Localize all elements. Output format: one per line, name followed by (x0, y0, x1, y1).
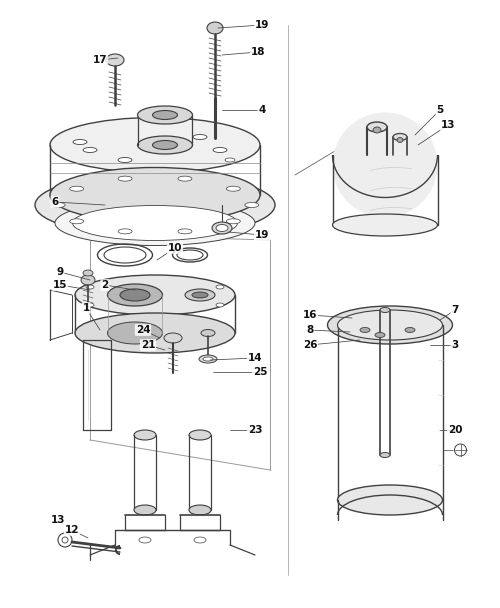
Ellipse shape (178, 229, 192, 234)
Text: 14: 14 (248, 353, 262, 363)
Text: 2: 2 (102, 280, 108, 290)
Ellipse shape (375, 333, 385, 337)
Ellipse shape (108, 322, 162, 344)
Ellipse shape (226, 186, 240, 191)
Ellipse shape (152, 111, 178, 120)
Text: 21: 21 (141, 340, 155, 350)
Ellipse shape (178, 176, 192, 181)
Ellipse shape (70, 186, 84, 191)
Text: 10: 10 (168, 243, 182, 253)
Ellipse shape (134, 505, 156, 515)
Text: 12: 12 (65, 525, 79, 535)
Ellipse shape (51, 202, 65, 207)
Ellipse shape (380, 308, 390, 313)
Ellipse shape (86, 303, 94, 307)
Ellipse shape (367, 122, 387, 132)
Ellipse shape (225, 158, 235, 162)
Text: 3: 3 (452, 340, 458, 350)
Text: 19: 19 (255, 20, 269, 30)
Ellipse shape (194, 537, 206, 543)
Ellipse shape (213, 148, 227, 153)
Text: 13: 13 (441, 120, 455, 130)
Text: 4: 4 (258, 105, 266, 115)
Ellipse shape (393, 134, 407, 140)
Text: 24: 24 (136, 325, 150, 335)
Ellipse shape (50, 117, 260, 173)
Ellipse shape (164, 333, 182, 343)
Ellipse shape (192, 292, 208, 298)
Ellipse shape (373, 127, 381, 133)
Ellipse shape (360, 328, 370, 333)
Ellipse shape (50, 167, 260, 223)
Ellipse shape (118, 157, 132, 162)
Ellipse shape (83, 270, 93, 276)
Ellipse shape (216, 303, 224, 307)
Ellipse shape (245, 202, 259, 207)
Ellipse shape (72, 206, 237, 241)
Ellipse shape (189, 430, 211, 440)
Ellipse shape (75, 313, 235, 353)
Text: 26: 26 (303, 340, 318, 350)
Ellipse shape (207, 22, 223, 34)
Ellipse shape (108, 284, 162, 306)
Ellipse shape (216, 285, 224, 289)
Ellipse shape (81, 275, 95, 285)
Ellipse shape (332, 112, 438, 218)
Text: 18: 18 (251, 47, 265, 57)
Ellipse shape (35, 173, 275, 237)
Ellipse shape (185, 289, 215, 301)
Text: 13: 13 (51, 515, 65, 525)
Ellipse shape (106, 54, 124, 66)
Ellipse shape (83, 148, 97, 153)
Ellipse shape (118, 229, 132, 234)
Ellipse shape (380, 452, 390, 457)
Ellipse shape (138, 136, 192, 154)
Text: 7: 7 (452, 305, 458, 315)
Ellipse shape (201, 330, 215, 336)
Text: 9: 9 (56, 267, 64, 277)
Ellipse shape (118, 176, 132, 181)
Ellipse shape (203, 357, 213, 361)
Text: 8: 8 (306, 325, 314, 335)
Ellipse shape (70, 219, 84, 224)
Ellipse shape (212, 222, 232, 234)
Ellipse shape (216, 224, 228, 232)
Ellipse shape (199, 355, 217, 363)
Ellipse shape (332, 214, 438, 236)
Ellipse shape (120, 289, 150, 301)
Text: 23: 23 (248, 425, 262, 435)
Ellipse shape (405, 328, 415, 333)
Ellipse shape (86, 285, 94, 289)
Text: 15: 15 (53, 280, 67, 290)
Text: 6: 6 (52, 197, 59, 207)
Ellipse shape (177, 250, 203, 260)
Ellipse shape (139, 537, 151, 543)
Text: 16: 16 (303, 310, 318, 320)
Ellipse shape (397, 137, 403, 142)
Ellipse shape (134, 430, 156, 440)
Text: 5: 5 (436, 105, 444, 115)
Text: 1: 1 (82, 303, 89, 313)
Text: 17: 17 (92, 55, 108, 65)
Ellipse shape (75, 275, 235, 315)
Ellipse shape (338, 485, 442, 515)
Ellipse shape (328, 306, 452, 344)
Ellipse shape (55, 201, 255, 246)
Ellipse shape (226, 219, 240, 224)
Ellipse shape (104, 247, 146, 263)
Ellipse shape (193, 134, 207, 139)
Ellipse shape (189, 505, 211, 515)
Ellipse shape (138, 106, 192, 124)
Text: 20: 20 (448, 425, 462, 435)
Text: 25: 25 (253, 367, 267, 377)
Ellipse shape (73, 139, 87, 145)
Ellipse shape (152, 140, 178, 150)
Text: 19: 19 (255, 230, 269, 240)
Ellipse shape (338, 310, 442, 340)
